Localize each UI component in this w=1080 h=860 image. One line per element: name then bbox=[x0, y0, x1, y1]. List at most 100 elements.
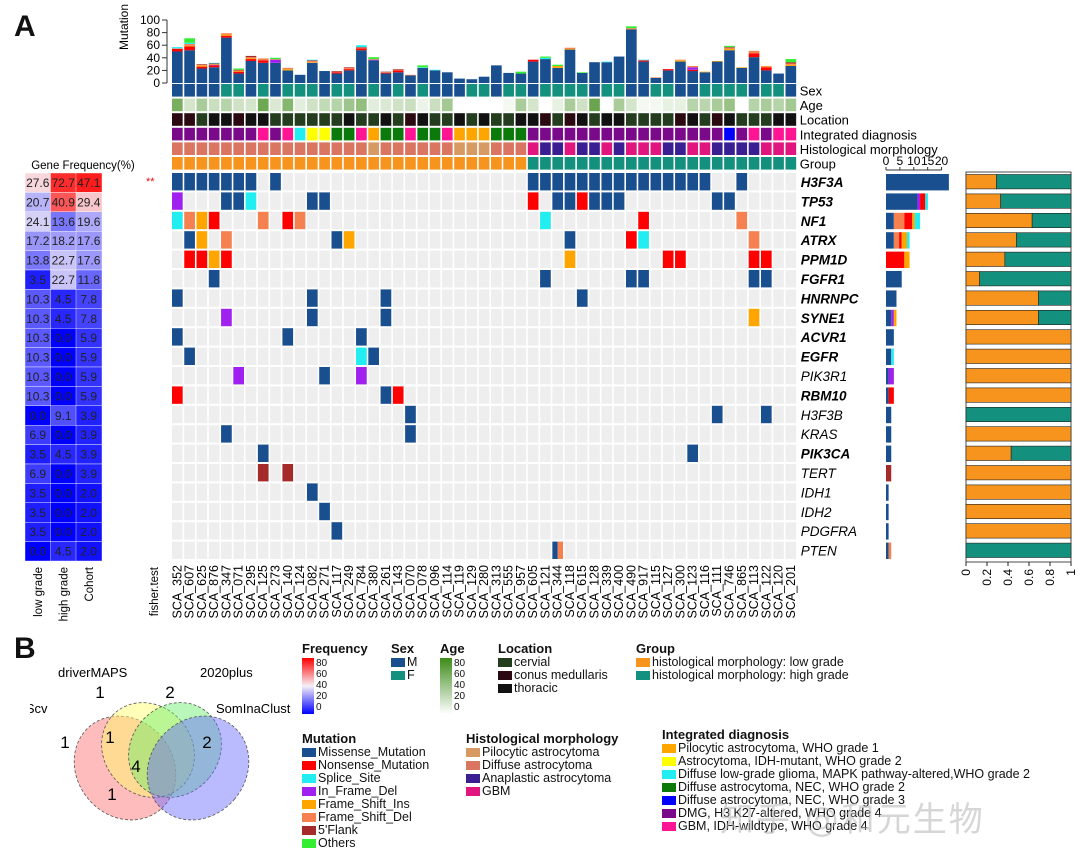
annotation-cell-age bbox=[356, 98, 367, 112]
mutation-count-bar-segment bbox=[356, 48, 367, 51]
annotation-cell-location bbox=[748, 113, 760, 126]
grid-cell-empty bbox=[724, 289, 735, 307]
mutation-cell bbox=[540, 270, 551, 288]
annotation-cell-location bbox=[576, 113, 588, 126]
annotation-cell-age bbox=[270, 98, 281, 112]
grid-cell-empty bbox=[748, 522, 760, 540]
grid-cell-empty bbox=[441, 425, 453, 443]
legend-mutation-title: Mutation bbox=[302, 731, 357, 746]
mutation-count-bar-segment bbox=[184, 43, 195, 46]
grid-cell-empty bbox=[748, 444, 760, 462]
annotation-cell-histological-morphology bbox=[270, 142, 281, 155]
frequency-value: 5.9 bbox=[80, 370, 97, 384]
grid-cell-empty bbox=[564, 270, 576, 288]
annotation-cell-location bbox=[736, 113, 748, 126]
grid-cell-empty bbox=[380, 347, 392, 365]
grid-cell-empty bbox=[270, 192, 281, 210]
annotation-cell-location bbox=[405, 113, 416, 126]
mutation-cell bbox=[294, 211, 306, 230]
grid-cell-empty bbox=[306, 541, 318, 559]
mutation-count-bar-segment bbox=[172, 47, 183, 49]
gene-count-bar-segment bbox=[891, 348, 894, 365]
sample-label: SCA_347 bbox=[219, 565, 233, 619]
annotation-cell-location bbox=[540, 113, 551, 126]
grid-cell-empty bbox=[601, 308, 613, 327]
frequency-value: 47.1 bbox=[77, 176, 101, 190]
annotation-cell-sex bbox=[711, 84, 723, 97]
grid-cell-empty bbox=[270, 444, 281, 462]
annotation-cell-group bbox=[233, 157, 245, 170]
frequency-value: 2.0 bbox=[80, 545, 97, 559]
grid-cell-empty bbox=[405, 444, 416, 462]
grid-cell-empty bbox=[748, 173, 760, 191]
grid-cell-empty bbox=[429, 231, 441, 249]
grid-cell-empty bbox=[221, 367, 232, 385]
mutation-cell bbox=[319, 192, 330, 210]
sample-label: SCA_400 bbox=[612, 565, 626, 619]
grid-cell-empty bbox=[662, 367, 674, 385]
mutation-cell bbox=[711, 405, 723, 424]
grid-cell-empty bbox=[245, 289, 257, 307]
mutation-count-bar-segment bbox=[687, 71, 699, 83]
grid-cell-empty bbox=[196, 444, 208, 462]
mutation-cell bbox=[557, 541, 564, 559]
grid-cell-empty bbox=[650, 328, 662, 346]
mutation-cell bbox=[748, 270, 760, 288]
grid-cell-empty bbox=[294, 192, 306, 210]
sample-label: SCA_119 bbox=[453, 565, 467, 618]
grid-cell-empty bbox=[625, 250, 637, 268]
grid-cell-empty bbox=[687, 367, 699, 385]
grid-cell-empty bbox=[724, 444, 735, 462]
grid-cell-empty bbox=[773, 328, 784, 346]
grid-cell-empty bbox=[454, 173, 465, 191]
annotation-cell-age bbox=[466, 98, 478, 112]
mutation-count-bar-segment bbox=[319, 71, 330, 83]
grid-cell-empty bbox=[724, 483, 735, 501]
legend-group-title: Group bbox=[636, 641, 675, 656]
grid-cell-empty bbox=[245, 270, 257, 288]
grid-cell-empty bbox=[466, 231, 478, 249]
grid-cell-empty bbox=[478, 483, 490, 501]
mutation-cell bbox=[233, 173, 245, 191]
frequency-column-label: Cohort bbox=[84, 566, 96, 601]
annotation-cell-sex bbox=[748, 84, 760, 97]
grid-cell-empty bbox=[454, 250, 465, 268]
grid-cell-empty bbox=[748, 502, 760, 521]
grid-cell-empty bbox=[368, 502, 379, 521]
annotation-cell-group bbox=[454, 157, 465, 170]
annotation-cell-histological-morphology bbox=[540, 142, 551, 155]
grid-cell-empty bbox=[368, 270, 379, 288]
mutation-cell bbox=[662, 173, 674, 191]
annotation-cell-sex bbox=[282, 84, 294, 97]
grid-cell-empty bbox=[552, 522, 564, 540]
grid-cell-empty bbox=[760, 211, 772, 230]
annotation-cell-location bbox=[785, 113, 797, 126]
mutation-count-bar-segment bbox=[196, 65, 208, 67]
grid-cell-empty bbox=[699, 502, 711, 521]
grid-cell-empty bbox=[601, 386, 613, 404]
annotation-cell-sex bbox=[478, 84, 490, 97]
annotation-cell-sex bbox=[380, 84, 392, 97]
annotation-cell-histological-morphology bbox=[699, 142, 711, 155]
grid-cell-empty bbox=[576, 405, 588, 424]
proportion-bar-low-grade bbox=[965, 329, 1072, 345]
annotation-cell-group bbox=[380, 157, 392, 170]
grid-cell-empty bbox=[540, 444, 551, 462]
annotation-cell-age bbox=[527, 98, 539, 112]
annotation-cell-age bbox=[221, 98, 232, 112]
legend-item: Others bbox=[302, 837, 429, 850]
grid-cell-empty bbox=[306, 522, 318, 540]
grid-cell-empty bbox=[491, 386, 502, 404]
mutation-count-bar-segment bbox=[245, 57, 257, 59]
grid-cell-empty bbox=[233, 541, 245, 559]
legend-swatch bbox=[466, 761, 480, 770]
legend-label: DMG, H3 K27-altered, WHO grade 4 bbox=[678, 806, 882, 820]
mutation-count-bar-segment bbox=[724, 47, 735, 49]
group-proportion-barplot: 0 0.2 0.4 0.6 0.8 1 bbox=[959, 171, 1078, 586]
proportion-bar-low-grade bbox=[965, 213, 1033, 229]
grid-cell-empty bbox=[773, 270, 784, 288]
grid-cell-empty bbox=[233, 522, 245, 540]
annotation-cell-group bbox=[417, 157, 429, 170]
mutation-count-bar-segment bbox=[650, 77, 662, 83]
annotation-cell-integrated-diagnosis bbox=[184, 127, 195, 141]
